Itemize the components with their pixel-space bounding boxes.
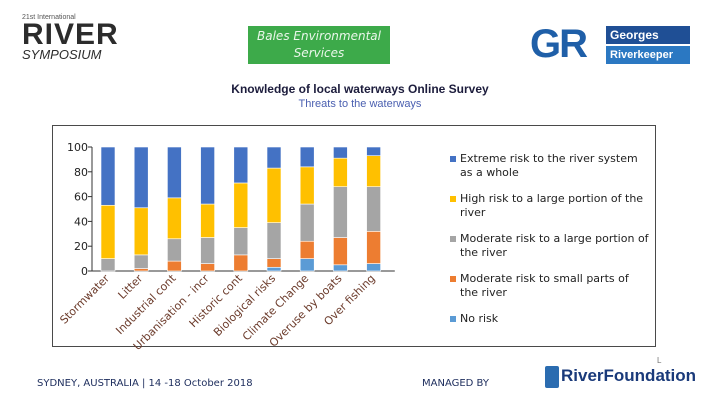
bar-segment xyxy=(133,254,149,269)
bar-segment xyxy=(366,263,381,272)
river-foundation-text: RiverFoundation xyxy=(561,366,697,385)
bar-segment xyxy=(200,146,215,205)
x-tick-label: Litter xyxy=(116,272,146,302)
bar-segment xyxy=(333,146,348,159)
y-tick-label: 60 xyxy=(74,191,88,204)
bar-segment xyxy=(299,166,315,205)
bar-segment xyxy=(133,207,149,256)
legend-swatch-extreme xyxy=(450,156,456,162)
chart-legend: Extreme risk to the river system as a wh… xyxy=(450,152,650,338)
bar-segment xyxy=(133,268,149,272)
bar-segment xyxy=(167,146,182,199)
bar-segment xyxy=(266,146,282,169)
legend-item-high: High risk to a large portion of the rive… xyxy=(450,192,650,220)
survey-title: Knowledge of local waterways Online Surv… xyxy=(231,82,489,96)
legend-swatch-no-risk xyxy=(450,316,456,322)
bar-segment xyxy=(266,266,282,272)
legend-swatch-high xyxy=(450,196,456,202)
y-tick-label: 20 xyxy=(74,240,88,253)
legend-item-no-risk: No risk xyxy=(450,312,650,326)
bar-segment xyxy=(167,260,182,272)
legend-swatch-moderate-small xyxy=(450,276,456,282)
bar-segment xyxy=(266,258,282,268)
bar-segment xyxy=(100,146,116,206)
legend-label-extreme: Extreme risk to the river system as a wh… xyxy=(460,152,638,179)
bar-segment xyxy=(233,254,249,272)
bar-segment xyxy=(333,264,348,272)
bar-segment xyxy=(100,258,116,272)
bar-segment xyxy=(200,263,215,272)
bar-segment xyxy=(366,186,381,232)
bar-segment xyxy=(366,231,381,264)
river-foundation-logo: RiverFoundation L xyxy=(545,356,697,392)
chart-frame xyxy=(52,125,656,347)
symposium-sub-text: SYMPOSIUM xyxy=(22,47,102,62)
y-tick-label: 0 xyxy=(81,265,88,278)
river-foundation-mark-icon xyxy=(545,366,559,388)
bar-segment xyxy=(333,157,348,187)
bar-segment xyxy=(266,167,282,223)
bales-line-2: Services xyxy=(293,46,345,60)
river-foundation-prefix: L xyxy=(657,356,662,365)
riverkeeper-text: Riverkeeper xyxy=(606,46,690,64)
bar-segment xyxy=(167,238,182,262)
bar-segment xyxy=(366,146,381,156)
managed-by-label: MANAGED BY xyxy=(422,378,489,389)
bales-line-1: Bales Environmental xyxy=(257,29,381,43)
legend-item-moderate-small: Moderate risk to small parts of the rive… xyxy=(450,272,650,300)
bales-environmental-logo: Bales Environmental Services xyxy=(248,26,390,64)
river-symposium-logo: 21st International RIVER SYMPOSIUM xyxy=(22,14,119,62)
chart-title: Threats to the waterways xyxy=(298,98,422,110)
bar-segment xyxy=(233,182,249,228)
y-tick-label: 100 xyxy=(67,141,88,154)
bar-segment xyxy=(233,227,249,256)
legend-label-moderate-large: Moderate risk to a large portion of the … xyxy=(460,232,649,259)
bar-segment xyxy=(299,146,315,168)
bar-segment xyxy=(200,203,215,238)
bar-segment xyxy=(233,146,249,184)
legend-swatch-moderate-large xyxy=(450,236,456,242)
bar-segment xyxy=(333,237,348,266)
georges-text: Georges xyxy=(606,26,690,44)
legend-label-no-risk: No risk xyxy=(460,312,499,325)
legend-item-extreme: Extreme risk to the river system as a wh… xyxy=(450,152,650,180)
bar-segment xyxy=(200,237,215,264)
bar-segment xyxy=(299,258,315,272)
bar-segment xyxy=(299,240,315,259)
symposium-small-text: 21st International xyxy=(22,14,76,21)
bar-segment xyxy=(366,155,381,187)
bar-segment xyxy=(100,204,116,259)
gr-letters: GR xyxy=(530,22,588,66)
legend-label-high: High risk to a large portion of the rive… xyxy=(460,192,644,219)
y-tick-label: 80 xyxy=(74,166,88,179)
bar-segment xyxy=(266,222,282,259)
legend-item-moderate-large: Moderate risk to a large portion of the … xyxy=(450,232,650,260)
georges-riverkeeper-logo: GR Georges Riverkeeper xyxy=(530,22,700,68)
bar-segment xyxy=(167,197,182,240)
symposium-big-text: RIVER xyxy=(22,18,119,51)
legend-label-moderate-small: Moderate risk to small parts of the rive… xyxy=(460,272,629,299)
y-tick-label: 40 xyxy=(74,215,88,228)
bar-segment xyxy=(299,203,315,242)
x-tick-label: Stormwater xyxy=(57,272,112,327)
event-info: SYDNEY, AUSTRALIA | 14 -18 October 2018 xyxy=(37,378,253,389)
bar-segment xyxy=(333,186,348,238)
bar-segment xyxy=(133,146,149,209)
